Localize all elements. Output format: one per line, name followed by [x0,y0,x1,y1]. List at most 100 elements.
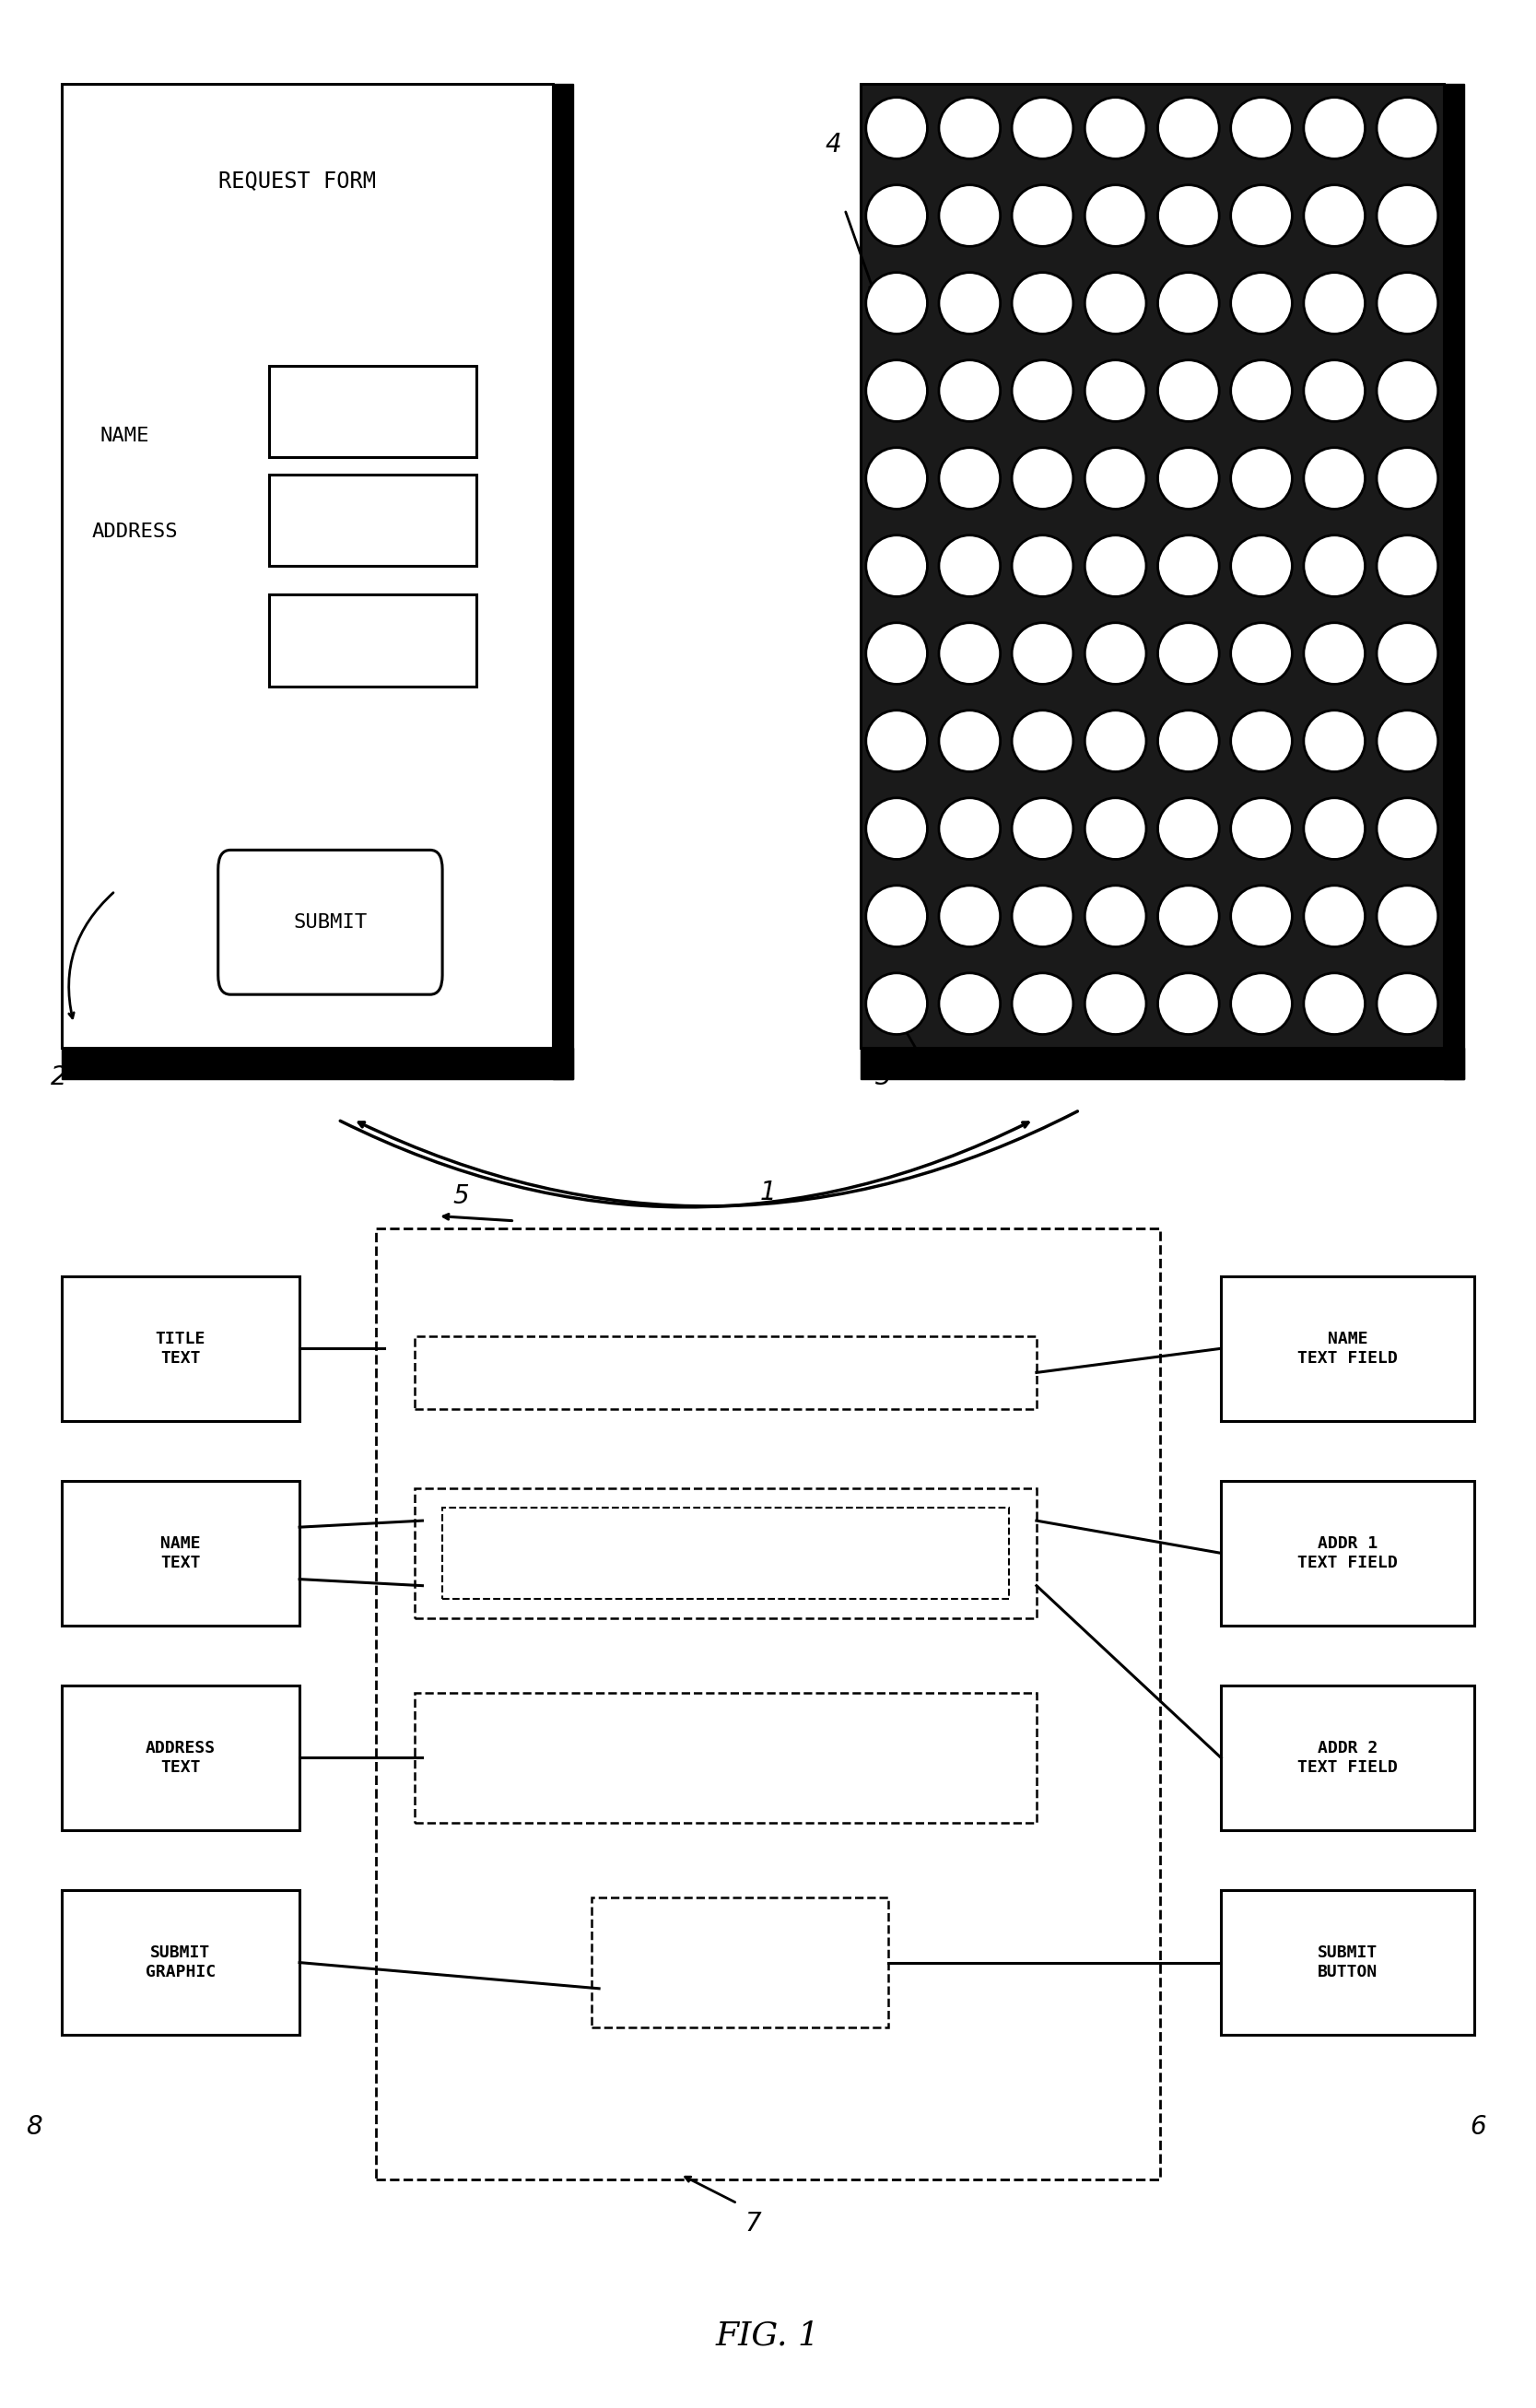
FancyBboxPatch shape [218,850,442,995]
Ellipse shape [1230,96,1292,159]
Ellipse shape [1230,448,1292,508]
Text: SUBMIT
GRAPHIC: SUBMIT GRAPHIC [146,1946,215,1979]
Ellipse shape [1012,448,1074,508]
Ellipse shape [1158,272,1220,335]
Ellipse shape [938,535,1000,597]
Ellipse shape [1084,185,1146,246]
Ellipse shape [866,96,928,159]
Ellipse shape [1230,973,1292,1035]
Ellipse shape [938,185,1000,246]
Ellipse shape [1304,535,1366,597]
Ellipse shape [1158,361,1220,421]
Ellipse shape [1304,361,1366,421]
Ellipse shape [1304,448,1366,508]
Ellipse shape [938,797,1000,860]
Ellipse shape [1376,624,1438,684]
Ellipse shape [866,973,928,1035]
Ellipse shape [866,361,928,421]
Text: 6: 6 [1470,2114,1485,2141]
Bar [1221,1686,1475,1830]
Bar [1221,1890,1475,2035]
Ellipse shape [1012,535,1074,597]
Ellipse shape [1012,886,1074,946]
Bar [415,1488,1037,1618]
Ellipse shape [1304,886,1366,946]
Ellipse shape [1084,973,1146,1035]
Bar [269,366,476,458]
Ellipse shape [1230,797,1292,860]
Ellipse shape [938,886,1000,946]
Ellipse shape [938,272,1000,335]
Ellipse shape [866,272,928,335]
Text: NAME
TEXT: NAME TEXT [160,1536,201,1570]
Ellipse shape [1230,624,1292,684]
Ellipse shape [1158,96,1220,159]
Ellipse shape [1230,272,1292,335]
Bar [1221,1276,1475,1421]
Bar [553,84,573,1079]
Bar [860,1047,1464,1079]
Text: 5: 5 [453,1182,470,1209]
Ellipse shape [1012,96,1074,159]
Ellipse shape [1012,185,1074,246]
Ellipse shape [1158,185,1220,246]
Ellipse shape [1012,710,1074,771]
Ellipse shape [866,710,928,771]
Ellipse shape [1012,973,1074,1035]
Bar [591,1898,888,2028]
Ellipse shape [866,185,928,246]
Ellipse shape [1084,272,1146,335]
Text: 8: 8 [26,2114,41,2141]
Ellipse shape [866,535,928,597]
Text: 1: 1 [760,1180,776,1206]
Bar [376,1228,1160,2179]
Bar [61,1890,300,2035]
Text: NAME
TEXT FIELD: NAME TEXT FIELD [1298,1332,1398,1365]
Text: 4: 4 [825,132,842,157]
Ellipse shape [938,96,1000,159]
Ellipse shape [1084,710,1146,771]
Text: REQUEST FORM: REQUEST FORM [218,169,376,193]
Ellipse shape [1084,96,1146,159]
Ellipse shape [1376,797,1438,860]
Ellipse shape [1230,886,1292,946]
Bar [442,1507,1009,1599]
Ellipse shape [866,797,928,860]
Ellipse shape [1230,710,1292,771]
Ellipse shape [1158,973,1220,1035]
Bar [61,1276,300,1421]
Ellipse shape [1084,361,1146,421]
Bar [415,1693,1037,1823]
Ellipse shape [1012,797,1074,860]
Ellipse shape [1304,797,1366,860]
Ellipse shape [1158,624,1220,684]
Bar [61,1686,300,1830]
Ellipse shape [938,624,1000,684]
Ellipse shape [938,710,1000,771]
Ellipse shape [866,624,928,684]
Text: ADDR 1
TEXT FIELD: ADDR 1 TEXT FIELD [1298,1536,1398,1570]
Text: SUBMIT
BUTTON: SUBMIT BUTTON [1318,1946,1378,1979]
Ellipse shape [1376,361,1438,421]
Bar [1221,1481,1475,1625]
Text: 3: 3 [876,1064,892,1091]
Bar [415,1336,1037,1409]
Bar [61,1481,300,1625]
Ellipse shape [1376,448,1438,508]
Ellipse shape [866,886,928,946]
Text: ADDRESS: ADDRESS [92,523,178,542]
Ellipse shape [866,448,928,508]
Text: ADDRESS
TEXT: ADDRESS TEXT [146,1741,215,1775]
Bar [860,84,1444,1047]
Text: NAME: NAME [100,426,149,445]
Bar [61,1047,573,1079]
Ellipse shape [1376,272,1438,335]
Ellipse shape [1084,448,1146,508]
Text: FIG. 1: FIG. 1 [716,2319,820,2353]
Ellipse shape [1376,96,1438,159]
Ellipse shape [1158,797,1220,860]
Ellipse shape [1084,797,1146,860]
Text: ADDR 2
TEXT FIELD: ADDR 2 TEXT FIELD [1298,1741,1398,1775]
Bar [269,474,476,566]
Ellipse shape [1376,886,1438,946]
